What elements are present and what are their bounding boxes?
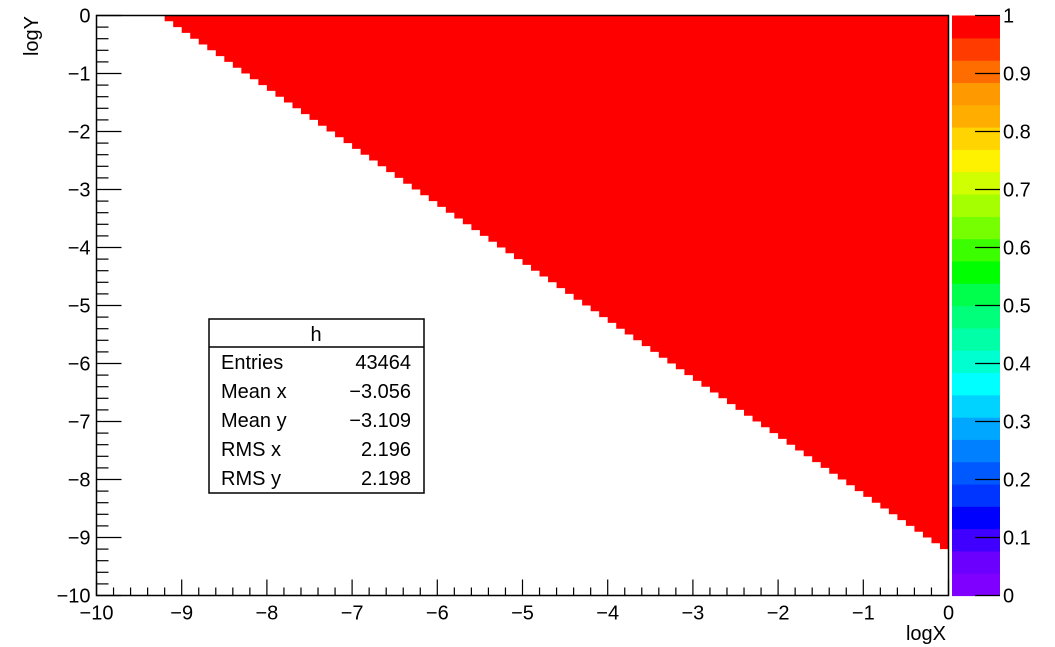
colorbar-tick-label: 0.6	[1003, 238, 1031, 260]
statistics-label: Entries	[221, 352, 283, 374]
colorbar-tick-label: 1	[1003, 6, 1014, 28]
x-tick-label: −2	[767, 603, 790, 625]
colorbar-segment	[952, 394, 1000, 418]
colorbar-segment	[952, 104, 1000, 128]
colorbar-segment	[952, 283, 1000, 307]
colorbar-segment	[952, 305, 1000, 329]
colorbar-segment	[952, 149, 1000, 173]
colorbar-segment	[952, 327, 1000, 351]
colorbar-segment	[952, 483, 1000, 507]
x-tick-label: −3	[681, 603, 704, 625]
colorbar-tick-label: 0.3	[1003, 412, 1031, 434]
colorbar-segment	[952, 171, 1000, 195]
y-tick-label: −3	[68, 180, 91, 202]
colorbar-segment	[952, 417, 1000, 440]
x-tick-label: −10	[80, 603, 114, 625]
colorbar-segment	[952, 372, 1000, 396]
x-tick-label: −8	[255, 603, 278, 625]
colorbar-tick-label: 0.9	[1003, 64, 1031, 86]
statistics-value: 2.198	[361, 468, 411, 490]
y-axis-title: logY	[21, 16, 43, 56]
colorbar-segment	[952, 60, 1000, 84]
colorbar-tick-label: 0.2	[1003, 470, 1031, 492]
y-tick-label: 0	[79, 6, 90, 28]
colorbar-segment	[952, 506, 1000, 530]
statistics-label: RMS y	[221, 468, 281, 490]
colorbar-segment	[952, 193, 1000, 217]
y-tick-label: −4	[68, 238, 91, 260]
statistics-box-title: h	[310, 324, 321, 346]
y-tick-label: −6	[68, 354, 91, 376]
color-scale-bar	[952, 15, 1000, 597]
colorbar-segment	[952, 550, 1000, 574]
heatmap-filled-region	[164, 15, 949, 550]
colorbar-segment	[952, 238, 1000, 262]
statistics-label: Mean y	[221, 410, 287, 432]
y-tick-label: −9	[68, 528, 91, 550]
x-tick-label: −9	[170, 603, 193, 625]
x-tick-label: −1	[852, 603, 875, 625]
statistics-label: RMS x	[221, 439, 281, 461]
statistics-value: −3.056	[349, 381, 411, 403]
colorbar-segment	[952, 260, 1000, 284]
x-axis-title: logX	[906, 623, 946, 645]
colorbar-segment	[952, 350, 1000, 374]
colorbar-tick-label: 0.8	[1003, 122, 1031, 144]
colorbar-segment	[952, 439, 1000, 463]
colorbar-segment	[952, 528, 1000, 552]
statistics-box-frame	[208, 318, 425, 494]
x-axis: −10 −9 −8 −7 −6 −5 −4 −3 −2 −1 0	[80, 579, 954, 625]
statistics-box: h Entries 43464 Mean x −3.056 Mean y −3.109 RM…	[208, 318, 425, 494]
colorbar-segment	[952, 127, 1000, 150]
y-tick-label: −5	[68, 296, 91, 318]
statistics-value: −3.109	[349, 410, 411, 432]
y-tick-label: −7	[68, 412, 91, 434]
y-tick-label: −2	[68, 122, 91, 144]
colorbar-tick-label: 0.1	[1003, 528, 1031, 550]
statistics-value: 43464	[355, 352, 411, 374]
colorbar-tick-label: 0.4	[1003, 354, 1031, 376]
colorbar-segment	[952, 37, 1000, 61]
statistics-label: Mean x	[221, 381, 287, 403]
heatmap-region	[164, 15, 949, 550]
statistics-value: 2.196	[361, 439, 411, 461]
colorbar-segment	[952, 15, 1000, 39]
colorbar-tick-label: 0.5	[1003, 296, 1031, 318]
x-tick-label: −5	[511, 603, 534, 625]
y-axis: −10−9−8−7−6−5−4−3−2−10	[57, 6, 122, 608]
x-tick-label: −7	[341, 603, 364, 625]
color-scale-axis: 0 0.1 0.2 0.3 0.4 0.5 0.6 0.7 0.8 0.9 1	[975, 6, 1031, 608]
colorbar-segment	[952, 461, 1000, 485]
colorbar-tick-label: 0.7	[1003, 180, 1031, 202]
y-tick-label: −1	[68, 64, 91, 86]
colorbar-segment	[952, 82, 1000, 106]
colorbar-tick-label: 0	[1003, 586, 1014, 608]
x-tick-label: −4	[596, 603, 619, 625]
y-tick-label: −8	[68, 470, 91, 492]
x-tick-label: 0	[943, 603, 954, 625]
x-tick-label: −6	[426, 603, 449, 625]
colorbar-segment	[952, 573, 1000, 597]
y-tick-label: −10	[57, 586, 91, 608]
colorbar-segment	[952, 216, 1000, 240]
